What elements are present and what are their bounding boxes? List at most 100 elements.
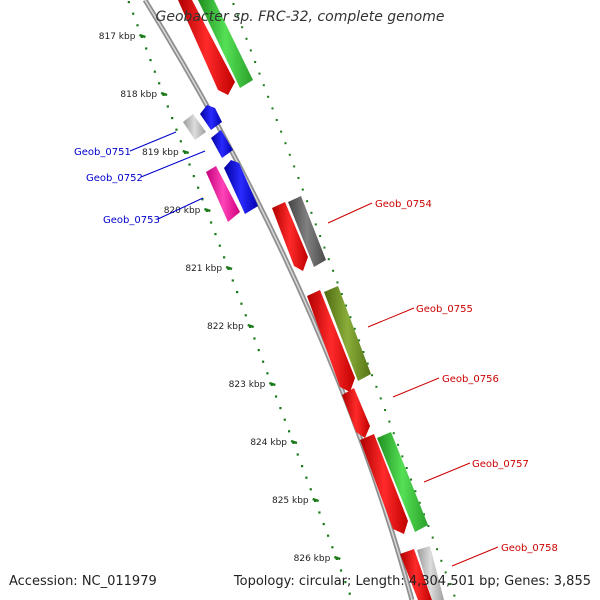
- ruler-minor-tick: [136, 24, 139, 27]
- outer-minor-tick: [392, 432, 395, 435]
- gene-labels: Geob_0751 Geob_0752 Geob_0753 Geob_0754 …: [74, 147, 558, 554]
- outer-minor-tick: [262, 84, 265, 87]
- outer-minor-tick: [401, 455, 404, 458]
- outer-minor-tick: [431, 536, 434, 539]
- outer-minor-tick: [297, 177, 300, 179]
- outer-minor-tick: [449, 583, 452, 585]
- gene-label-Geob_0751[interactable]: Geob_0751: [74, 147, 131, 158]
- ruler-minor-tick: [210, 221, 213, 224]
- ruler-minor-tick: [300, 465, 304, 468]
- ruler-minor-tick: [158, 82, 161, 85]
- ruler-tick-label: 823 kbp: [229, 380, 266, 390]
- gene-Geob_0752-arrow[interactable]: [200, 105, 222, 130]
- ruler-minor-tick: [179, 140, 182, 143]
- outer-minor-tick: [319, 235, 322, 237]
- outer-minor-tick: [293, 165, 296, 168]
- outer-minor-tick: [366, 362, 369, 365]
- ruler-minor-tick: [261, 360, 265, 363]
- outer-minor-tick: [310, 211, 313, 214]
- gene-top-red-arrow[interactable]: [178, 0, 235, 95]
- outer-minor-tick: [280, 130, 283, 133]
- outer-minor-tick: [375, 385, 378, 388]
- ruler-major-tick: [225, 265, 233, 271]
- gene-features-forward: [178, 0, 444, 600]
- leader-Geob_0751: [129, 131, 177, 152]
- outer-minor-tick: [245, 37, 248, 40]
- ruler-tick-label: 819 kbp: [142, 148, 179, 158]
- ruler-minor-tick: [257, 349, 260, 352]
- outer-minor-tick: [258, 72, 261, 75]
- ruler-minor-tick: [266, 372, 269, 375]
- gene-features-reverse: [183, 105, 258, 222]
- gene-Geob_0753-pink-arrow[interactable]: [206, 166, 240, 222]
- outer-minor-tick: [388, 420, 391, 423]
- gene-label-Geob_0756[interactable]: Geob_0756: [442, 374, 499, 385]
- outer-minor-tick: [440, 559, 443, 562]
- leader-Geob_0755: [367, 307, 415, 328]
- ruler-tick-label: 825 kbp: [272, 496, 309, 506]
- leader-Geob_0753: [157, 197, 204, 220]
- outer-minor-tick: [236, 14, 239, 17]
- gene-Geob_0757-arrow[interactable]: [377, 432, 428, 532]
- ruler-minor-tick: [188, 163, 191, 166]
- ruler-major-tick: [182, 149, 190, 155]
- ruler-tick-label: 822 kbp: [207, 322, 244, 332]
- gene-Geob_0755-arrow[interactable]: [324, 286, 371, 381]
- ruler-tick-label: 824 kbp: [250, 438, 287, 448]
- outer-minor-tick: [332, 269, 335, 272]
- ruler-minor-tick: [166, 105, 169, 108]
- outer-minor-tick: [349, 316, 352, 319]
- outer-minor-tick: [327, 258, 330, 261]
- gene-label-Geob_0754[interactable]: Geob_0754: [375, 199, 432, 210]
- gene-Geob_0751-arrow[interactable]: [183, 114, 206, 140]
- gene-top-green-arrow[interactable]: [198, 0, 253, 88]
- gene-Geob_0758-red-arrow[interactable]: [400, 549, 432, 600]
- outer-minor-tick: [418, 501, 421, 504]
- gene-Geob_0758-arrow[interactable]: [417, 546, 444, 600]
- ruler-minor-tick: [253, 337, 256, 340]
- gene-Geob_0754-arrow[interactable]: [288, 196, 326, 267]
- gene-Geob_0753-arrow[interactable]: [224, 160, 258, 214]
- gene-Geob_0756-arrow[interactable]: [342, 388, 370, 438]
- outer-minor-tick: [345, 304, 348, 307]
- accession-text: Accession: NC_011979: [9, 574, 157, 589]
- ruler-minor-tick: [283, 418, 286, 421]
- ruler-minor-tick: [326, 534, 330, 537]
- gene-label-Geob_0758[interactable]: Geob_0758: [501, 543, 558, 554]
- gene-label-Geob_0757[interactable]: Geob_0757: [472, 459, 529, 470]
- ruler-minor-tick: [214, 233, 217, 236]
- outer-minor-tick: [453, 594, 456, 597]
- gene-Geob_0754-red-arrow[interactable]: [272, 202, 308, 271]
- outer-minor-tick: [362, 351, 365, 353]
- genome-backbone: [142, 0, 415, 600]
- ruler-minor-tick: [175, 128, 178, 131]
- ruler-minor-tick: [132, 12, 135, 15]
- gene-Geob_0757-red-arrow[interactable]: [360, 434, 408, 534]
- ruler-major-tick: [139, 33, 146, 39]
- outer-minor-tick: [353, 327, 356, 330]
- gene-label-Geob_0753[interactable]: Geob_0753: [103, 215, 160, 226]
- outer-minor-tick: [254, 61, 257, 63]
- ruler-minor-tick: [236, 291, 239, 294]
- leader-Geob_0758: [451, 546, 499, 567]
- ruler-minor-tick: [171, 117, 174, 120]
- outer-minor-tick: [444, 571, 447, 574]
- outer-minor-tick: [384, 409, 387, 411]
- leader-Geob_0754: [327, 202, 373, 224]
- ruler-major-tick: [290, 439, 298, 445]
- ruler-minor-tick: [201, 198, 204, 201]
- gene-Geob_0755-red-arrow[interactable]: [307, 290, 355, 392]
- gene-label-Geob_0755[interactable]: Geob_0755: [416, 304, 473, 315]
- ruler-tick-label: 818 kbp: [120, 90, 157, 100]
- ruler-minor-tick: [153, 70, 156, 73]
- outer-minor-tick: [301, 188, 304, 191]
- outer-minor-tick: [336, 281, 339, 284]
- ruler-minor-tick: [218, 244, 221, 247]
- gene-Geob_0752b-arrow[interactable]: [211, 130, 233, 158]
- gene-label-Geob_0752[interactable]: Geob_0752: [86, 173, 143, 184]
- ruler-tick-label: 821 kbp: [185, 264, 222, 274]
- outer-minor-tick: [427, 525, 430, 527]
- ruler-minor-tick: [318, 511, 321, 514]
- ruler-minor-tick: [149, 59, 152, 62]
- ruler-major-tick: [247, 323, 255, 329]
